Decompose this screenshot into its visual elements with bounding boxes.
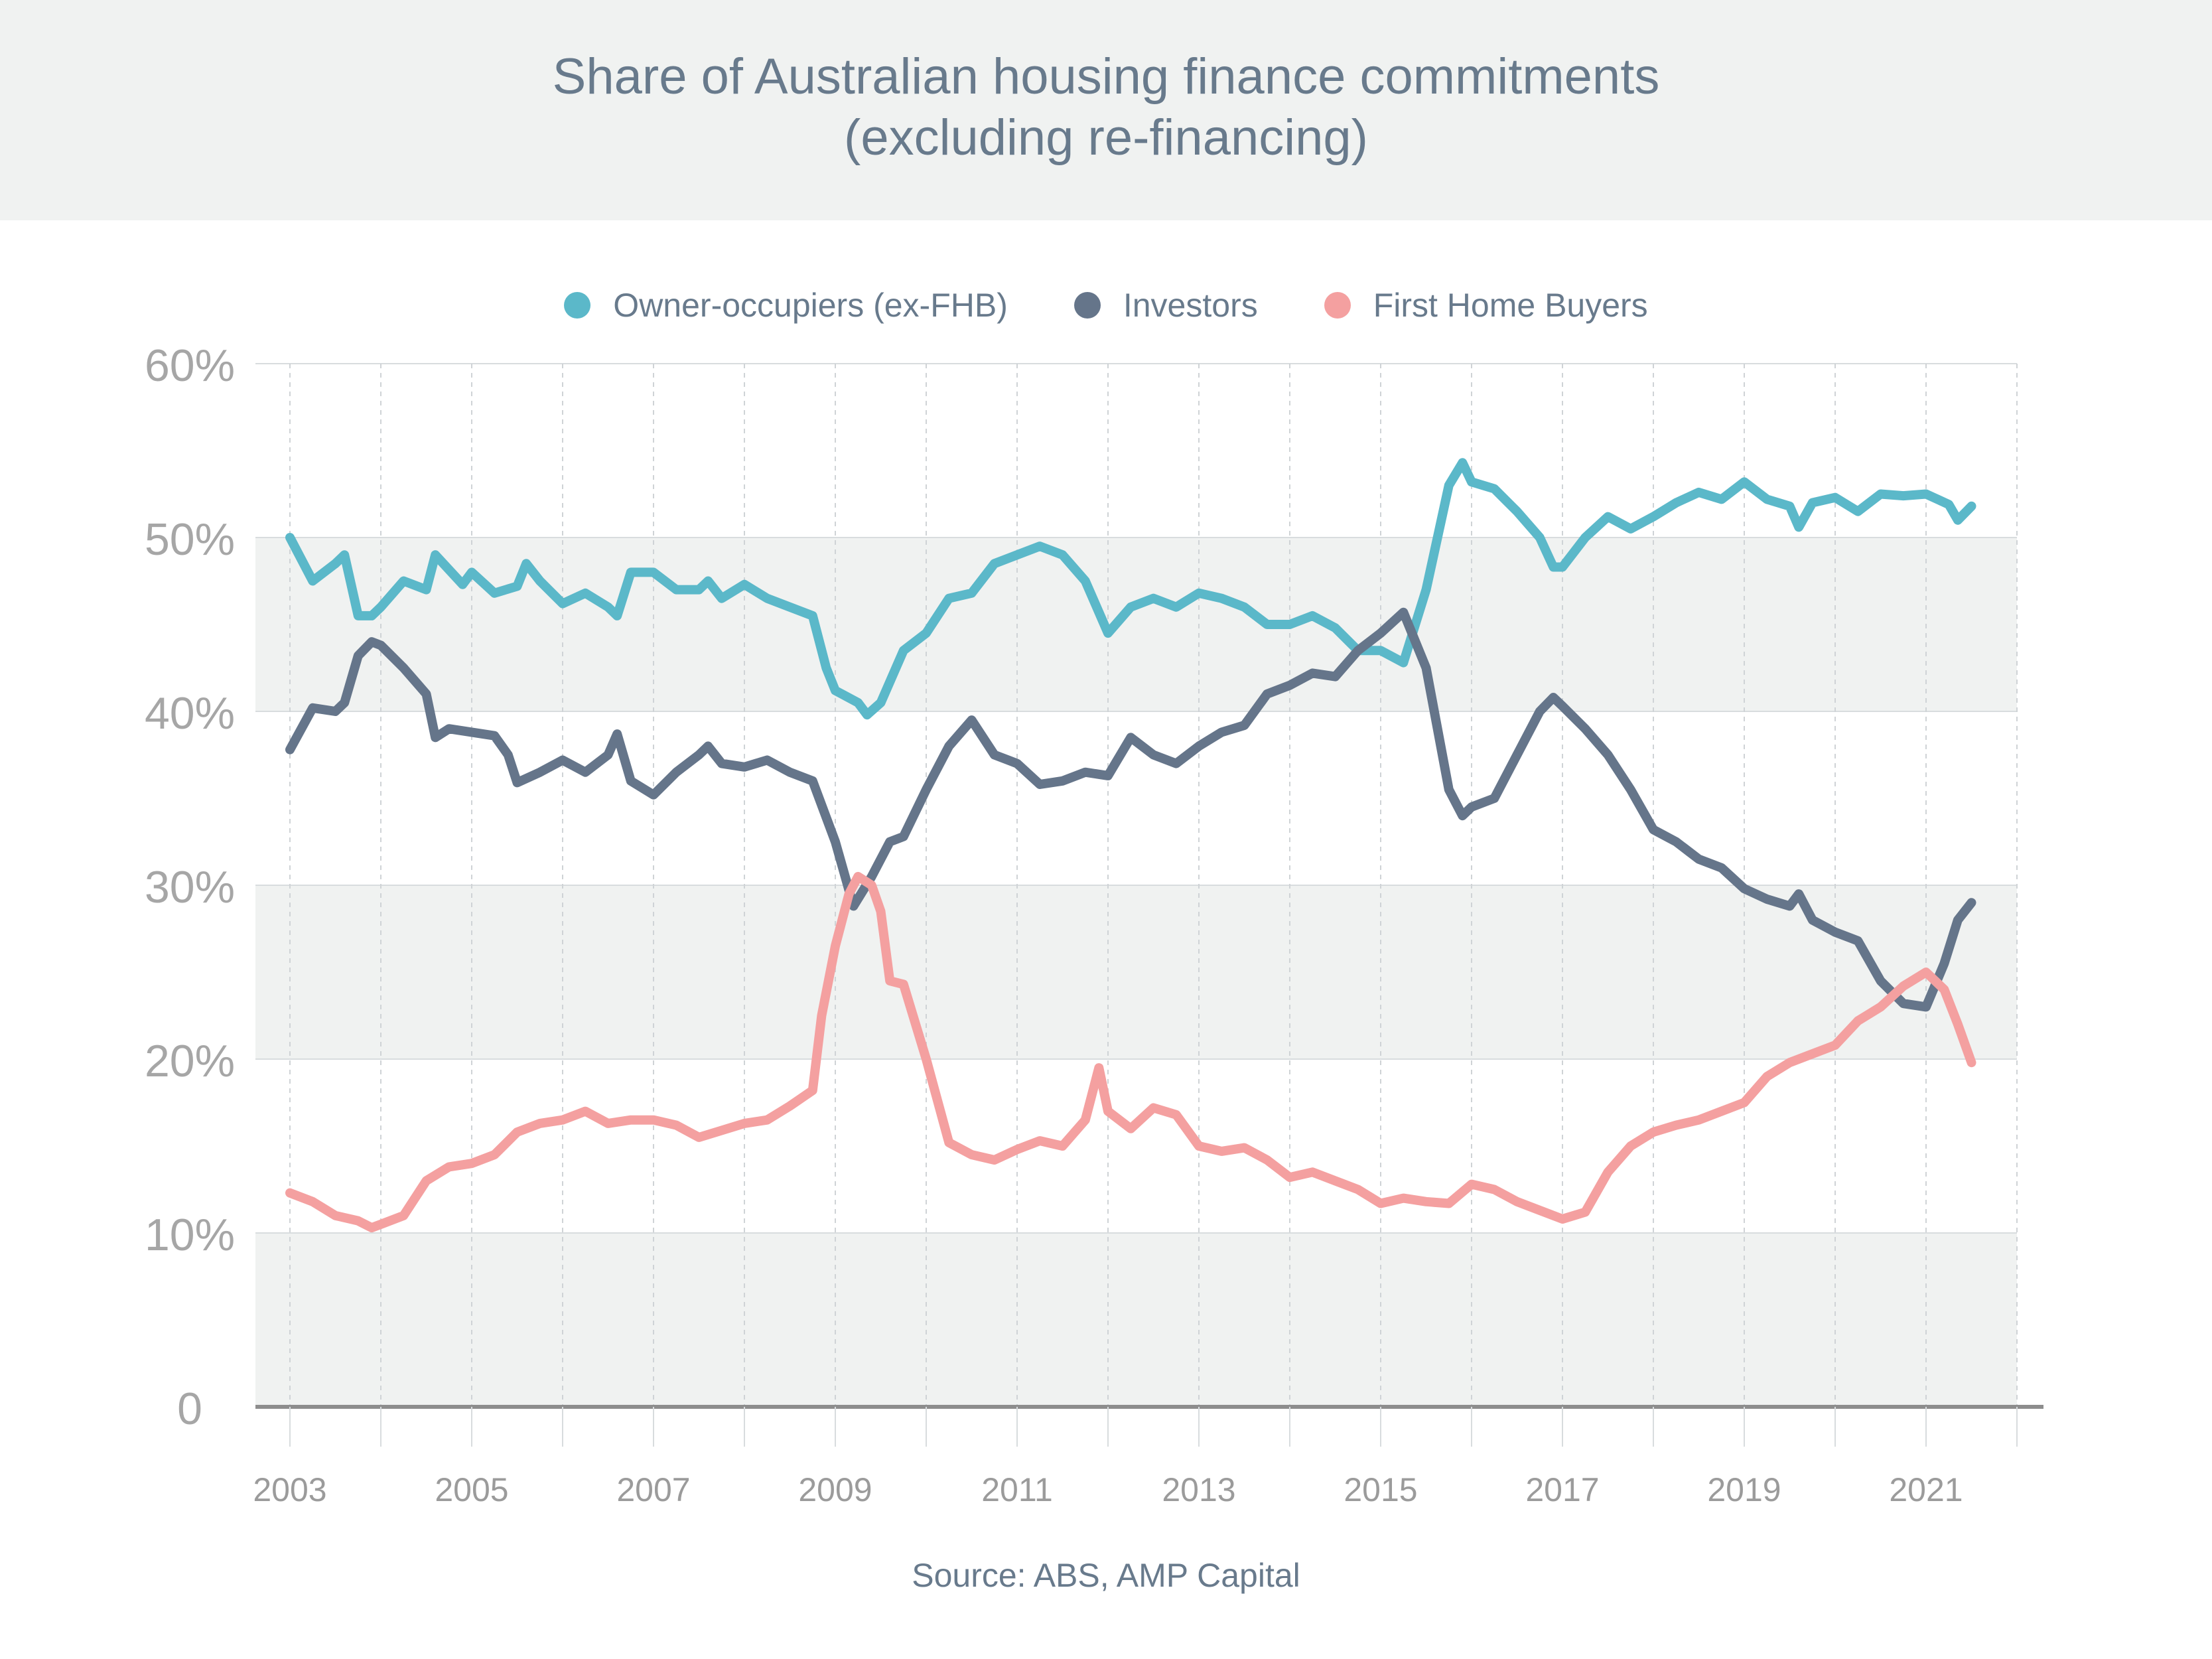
legend-swatch-owner-occupiers [564, 292, 591, 319]
x-tick-label: 2007 [616, 1471, 690, 1508]
x-tick-label: 2003 [253, 1471, 326, 1508]
source-note: Source: ABS, AMP Capital [912, 1557, 1300, 1594]
chart-title-line: Share of Australian housing finance comm… [552, 48, 1660, 105]
series-line-first-home-buyers [285, 871, 1976, 1233]
x-tick-label: 2013 [1162, 1471, 1235, 1508]
y-tick-label: 20% [145, 1036, 235, 1086]
legend-item-first-home-buyers: First Home Buyers [1324, 286, 1648, 325]
chart-title: Share of Australian housing finance comm… [0, 46, 2212, 169]
x-tick-label: 2021 [1889, 1471, 1963, 1508]
grid-band [255, 1233, 2017, 1407]
x-tick-label: 2005 [435, 1471, 508, 1508]
legend-swatch-first-home-buyers [1324, 292, 1351, 319]
x-tick-label: 2015 [1344, 1471, 1417, 1508]
y-tick-label: 60% [145, 340, 235, 391]
x-tick-label: 2017 [1525, 1471, 1599, 1508]
x-tick-label: 2009 [798, 1471, 872, 1508]
grid-band [255, 538, 2017, 711]
y-tick-label: 30% [145, 862, 235, 912]
chart-subtitle-line: (excluding re-financing) [844, 109, 1368, 166]
legend-label-investors: Investors [1123, 287, 1258, 324]
title-band [0, 0, 2212, 220]
y-tick-label: 50% [145, 514, 235, 565]
legend-swatch-investors [1073, 292, 1101, 319]
series-line-investors [285, 607, 1976, 1012]
x-tick-label: 2011 [981, 1471, 1053, 1508]
legend: Owner-occupiers (ex-FHB) Investors First… [0, 279, 2212, 332]
series-line-owner-occupiers [285, 458, 1976, 720]
y-tick-label: 0 [177, 1384, 202, 1434]
y-tick-label: 10% [145, 1210, 235, 1260]
y-tick-label: 40% [145, 688, 235, 739]
legend-item-investors: Investors [1073, 286, 1258, 325]
legend-item-owner-occupiers: Owner-occupiers (ex-FHB) [564, 286, 1008, 325]
legend-label-first-home-buyers: First Home Buyers [1373, 287, 1648, 324]
x-tick-label: 2019 [1707, 1471, 1781, 1508]
legend-label-owner-occupiers: Owner-occupiers (ex-FHB) [613, 287, 1008, 324]
grid-band [255, 885, 2017, 1059]
